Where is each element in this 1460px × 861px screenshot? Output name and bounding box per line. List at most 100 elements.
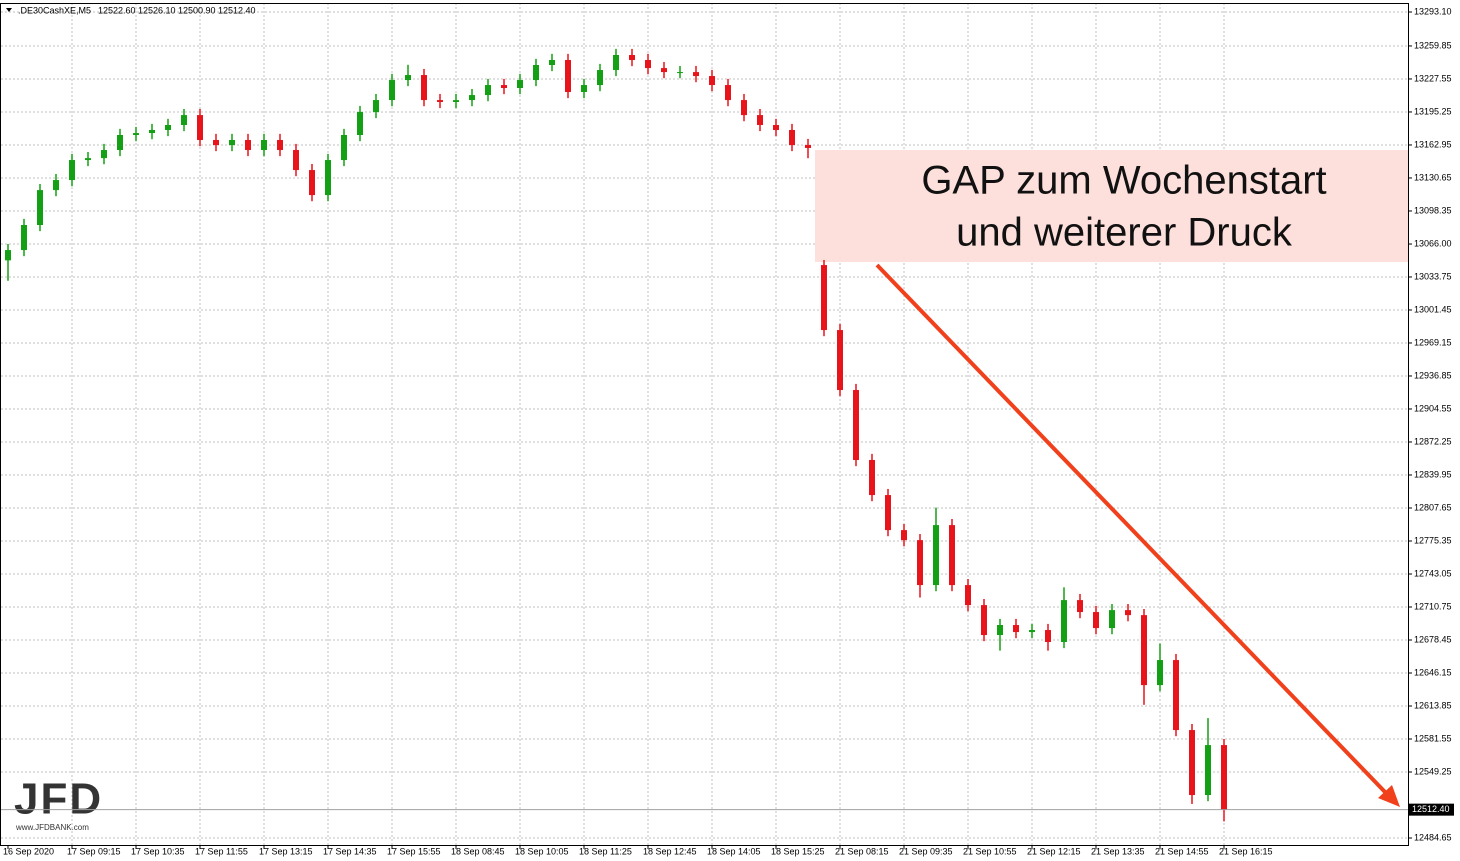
candle-body <box>197 115 203 141</box>
candle-body <box>901 530 907 541</box>
x-tick-label: 21 Sep 16:15 <box>1219 846 1273 856</box>
candle-body <box>245 140 251 151</box>
candle-body <box>837 330 843 391</box>
y-tick-label: 12613.85 <box>1414 700 1452 710</box>
candle-body <box>517 80 523 89</box>
candle-body <box>133 133 139 136</box>
candle-body <box>21 225 27 251</box>
plot-frame <box>0 3 1409 846</box>
candle-body <box>325 160 331 196</box>
x-tick-label: 21 Sep 09:35 <box>899 846 953 856</box>
candle-body <box>597 70 603 86</box>
x-tick-label: 18 Sep 10:05 <box>515 846 569 856</box>
candle-body <box>581 85 587 92</box>
x-tick-label: 18 Sep 15:25 <box>771 846 825 856</box>
candle-body <box>805 145 811 148</box>
x-tick-label: 18 Sep 08:45 <box>451 846 505 856</box>
x-tick-label: 17 Sep 14:35 <box>323 846 377 856</box>
candle-body <box>53 180 59 191</box>
y-tick-label: 12484.65 <box>1414 832 1452 842</box>
candle-body <box>997 625 1003 636</box>
candle-body <box>613 55 619 71</box>
candle-body <box>165 124 171 130</box>
candle-body <box>1077 600 1083 613</box>
candle-body <box>293 150 299 171</box>
candle-body <box>373 100 379 113</box>
logo-url: www.JFDBANK.com <box>15 823 89 832</box>
y-tick-label: 12775.35 <box>1414 535 1452 545</box>
candle-body <box>117 135 123 151</box>
y-tick-label: 13130.65 <box>1414 172 1452 182</box>
candle-body <box>181 115 187 125</box>
candle-body <box>69 160 75 181</box>
y-tick-label: 12936.85 <box>1414 370 1452 380</box>
annotation-line: und weiterer Druck <box>956 211 1293 255</box>
candle-body <box>1205 745 1211 796</box>
candle-body <box>405 75 411 81</box>
y-tick-label: 13259.85 <box>1414 40 1452 50</box>
candle-body <box>565 60 571 92</box>
x-tick-label: 18 Sep 11:25 <box>579 846 632 856</box>
candle-body <box>85 158 91 161</box>
candle-body <box>389 80 395 101</box>
candle-body <box>1157 660 1163 686</box>
candle-body <box>629 55 635 61</box>
y-tick-label: 12549.25 <box>1414 766 1452 776</box>
x-tick-label: 16 Sep 2020 <box>3 846 54 856</box>
x-tick-label: 21 Sep 13:35 <box>1091 846 1145 856</box>
candle-body <box>501 85 507 89</box>
candle-body <box>1141 615 1147 686</box>
x-tick-label: 17 Sep 09:15 <box>67 846 121 856</box>
y-tick-label: 12969.15 <box>1414 337 1452 347</box>
header-value: 12500.90 <box>178 5 216 15</box>
header-value: 12522.60 <box>98 5 136 15</box>
y-tick-label: 12710.75 <box>1414 601 1452 611</box>
candle-body <box>821 265 827 331</box>
x-tick-label: 18 Sep 12:45 <box>643 846 697 856</box>
y-tick-label: 12646.15 <box>1414 667 1452 677</box>
candle-body <box>101 150 107 159</box>
candle-body <box>453 100 459 103</box>
annotation-box <box>815 150 1408 262</box>
candle-body <box>437 100 443 103</box>
y-tick-label: 13227.55 <box>1414 73 1452 83</box>
candle-body <box>549 60 555 66</box>
candle-body <box>709 76 715 86</box>
candle-body <box>1029 630 1035 633</box>
y-tick-label: 12807.65 <box>1414 502 1452 512</box>
y-tick-label: 13001.45 <box>1414 304 1452 314</box>
logo: JFD <box>14 775 103 824</box>
candle-body <box>37 190 43 226</box>
candle-body <box>5 250 11 261</box>
y-tick-label: 12839.95 <box>1414 469 1452 479</box>
symbol: .DE30CashXE,M5 <box>18 5 91 15</box>
candle-body <box>357 112 363 136</box>
y-tick-label: 13098.35 <box>1414 205 1452 215</box>
candle-body <box>949 525 955 586</box>
arrow-head <box>1378 785 1400 807</box>
header-value: 12526.10 <box>138 5 176 15</box>
candle-body <box>1173 660 1179 731</box>
candle-body <box>981 605 987 636</box>
y-tick-label: 12581.55 <box>1414 733 1452 743</box>
x-tick-label: 17 Sep 13:15 <box>259 846 313 856</box>
trend-arrow <box>875 263 1387 794</box>
candle-body <box>261 140 267 151</box>
x-tick-label: 21 Sep 08:15 <box>835 846 889 856</box>
x-tick-label: 18 Sep 14:05 <box>707 846 761 856</box>
candle-body <box>213 140 219 146</box>
candle-body <box>341 135 347 161</box>
y-tick-label: 13162.95 <box>1414 139 1452 149</box>
x-tick-label: 21 Sep 10:55 <box>963 846 1017 856</box>
x-tick-label: 17 Sep 10:35 <box>131 846 185 856</box>
candle-body <box>869 460 875 496</box>
candle-body <box>1109 610 1115 629</box>
candle-body <box>1189 730 1195 796</box>
candle-body <box>885 495 891 531</box>
x-tick-label: 21 Sep 14:55 <box>1155 846 1209 856</box>
candle-body <box>853 390 859 461</box>
candle-body <box>789 129 795 146</box>
candle-body <box>149 129 155 134</box>
